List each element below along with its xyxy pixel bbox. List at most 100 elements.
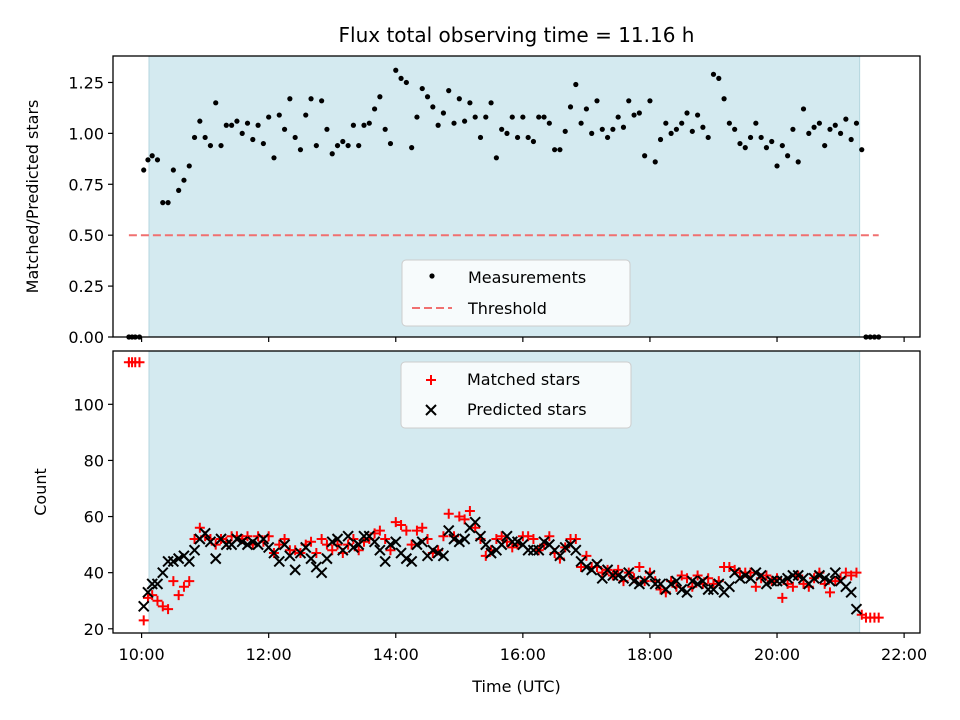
measurement-point xyxy=(244,120,251,126)
matched-star-point xyxy=(134,357,145,368)
measurement-point xyxy=(726,120,732,126)
measurement-point xyxy=(191,134,198,141)
measurement-point xyxy=(462,118,468,124)
measurement-point xyxy=(414,114,420,120)
predicted-star-point xyxy=(533,544,545,556)
predicted-star-point xyxy=(268,547,280,559)
predicted-star-point xyxy=(368,536,381,548)
measurement-point xyxy=(297,147,304,153)
measurement-point xyxy=(165,200,171,206)
predicted-star-point xyxy=(138,600,150,613)
predicted-star-point xyxy=(151,578,164,590)
predicted-star-point xyxy=(781,572,794,584)
matched-star-point xyxy=(761,570,772,581)
bottom-legend: Matched stars Predicted stars xyxy=(400,361,632,429)
predicted-star-point xyxy=(760,578,773,590)
matched-star-point xyxy=(163,604,174,615)
measurement-point xyxy=(732,126,738,132)
predicted-star-point xyxy=(437,550,450,562)
predicted-star-point xyxy=(813,569,826,582)
matched-star-point xyxy=(380,534,391,544)
measurement-point xyxy=(705,134,711,141)
measurement-point xyxy=(816,120,822,126)
matched-star-point xyxy=(152,595,163,606)
matched-star-point xyxy=(544,531,555,542)
predicted-star-point xyxy=(458,533,471,545)
measurement-point xyxy=(710,71,717,77)
bottom-panel: 20 40 60 80 100 10:00 12:00 14:00 16:00 18:00 20:… xyxy=(31,350,927,696)
matched-star-point xyxy=(470,522,481,533)
measurement-point xyxy=(689,128,695,134)
measurement-point xyxy=(525,134,531,141)
measurement-point xyxy=(456,96,462,102)
predicted-star-point xyxy=(342,530,354,542)
predicted-star-point xyxy=(633,578,646,590)
matched-star-point xyxy=(157,601,168,612)
predicted-star-point xyxy=(723,580,736,593)
measurement-point xyxy=(663,120,669,126)
predicted-star-point xyxy=(400,552,413,565)
predicted-star-point xyxy=(289,564,301,576)
measurement-point xyxy=(811,124,817,130)
measurement-point xyxy=(141,167,147,173)
measurement-point xyxy=(319,98,325,104)
predicted-star-point xyxy=(554,550,566,562)
predicted-star-point xyxy=(644,569,656,582)
measurement-point xyxy=(583,106,589,112)
measurement-point xyxy=(477,134,484,141)
x-tick-label: 22:00 xyxy=(881,645,927,664)
measurement-point xyxy=(657,136,664,143)
predicted-star-point xyxy=(676,583,688,596)
predicted-star-point xyxy=(236,536,248,548)
measurement-point xyxy=(541,114,547,120)
measurement-point xyxy=(186,163,192,169)
measurement-point xyxy=(271,155,277,161)
matched-star-point xyxy=(581,550,592,561)
predicted-star-point xyxy=(257,533,270,545)
matched-star-point xyxy=(168,576,179,587)
measurement-point xyxy=(779,142,785,149)
matched-star-point xyxy=(873,612,884,623)
predicted-star-point xyxy=(278,538,291,551)
top-y-ticks: 0.00 0.25 0.50 0.75 1.00 1.25 xyxy=(68,73,113,347)
measurement-point xyxy=(467,100,473,106)
matched-star-point xyxy=(184,576,195,587)
measurement-point xyxy=(234,118,240,124)
measurement-point xyxy=(250,136,256,143)
matched-star-point xyxy=(311,548,322,559)
y-tick-label: 80 xyxy=(84,451,104,470)
matched-star-point xyxy=(576,562,587,573)
measurement-point xyxy=(536,114,542,120)
measurement-point xyxy=(398,75,404,81)
predicted-star-point xyxy=(352,538,365,551)
predicted-star-point xyxy=(284,550,296,562)
predicted-star-point xyxy=(347,541,360,554)
x-tick-label: 10:00 xyxy=(119,645,165,664)
predicted-star-point xyxy=(511,536,524,548)
measurement-point xyxy=(313,142,319,149)
measurement-point xyxy=(483,114,489,120)
matched-star-point xyxy=(724,562,735,573)
predicted-star-point xyxy=(485,547,497,559)
measurement-point xyxy=(615,114,621,120)
predicted-star-point xyxy=(432,547,444,559)
measurement-point xyxy=(239,130,245,136)
measurement-point xyxy=(843,116,849,122)
measurement-point xyxy=(557,147,563,153)
measurement-point xyxy=(673,126,680,132)
measurement-point xyxy=(504,130,510,136)
measurement-point xyxy=(446,88,452,94)
matched-star-point xyxy=(411,525,422,536)
measurement-point xyxy=(308,96,314,102)
measurement-point xyxy=(345,142,351,149)
predicted-star-point xyxy=(247,536,259,548)
predicted-star-point xyxy=(183,555,195,568)
matched-star-point xyxy=(613,564,624,575)
measurement-point xyxy=(356,142,362,149)
measurement-point xyxy=(578,120,584,126)
bottom-predicted-points xyxy=(138,516,863,615)
predicted-star-point xyxy=(321,552,333,565)
measurement-point xyxy=(403,79,409,86)
legend-label-matched-stars: Matched stars xyxy=(467,370,580,389)
